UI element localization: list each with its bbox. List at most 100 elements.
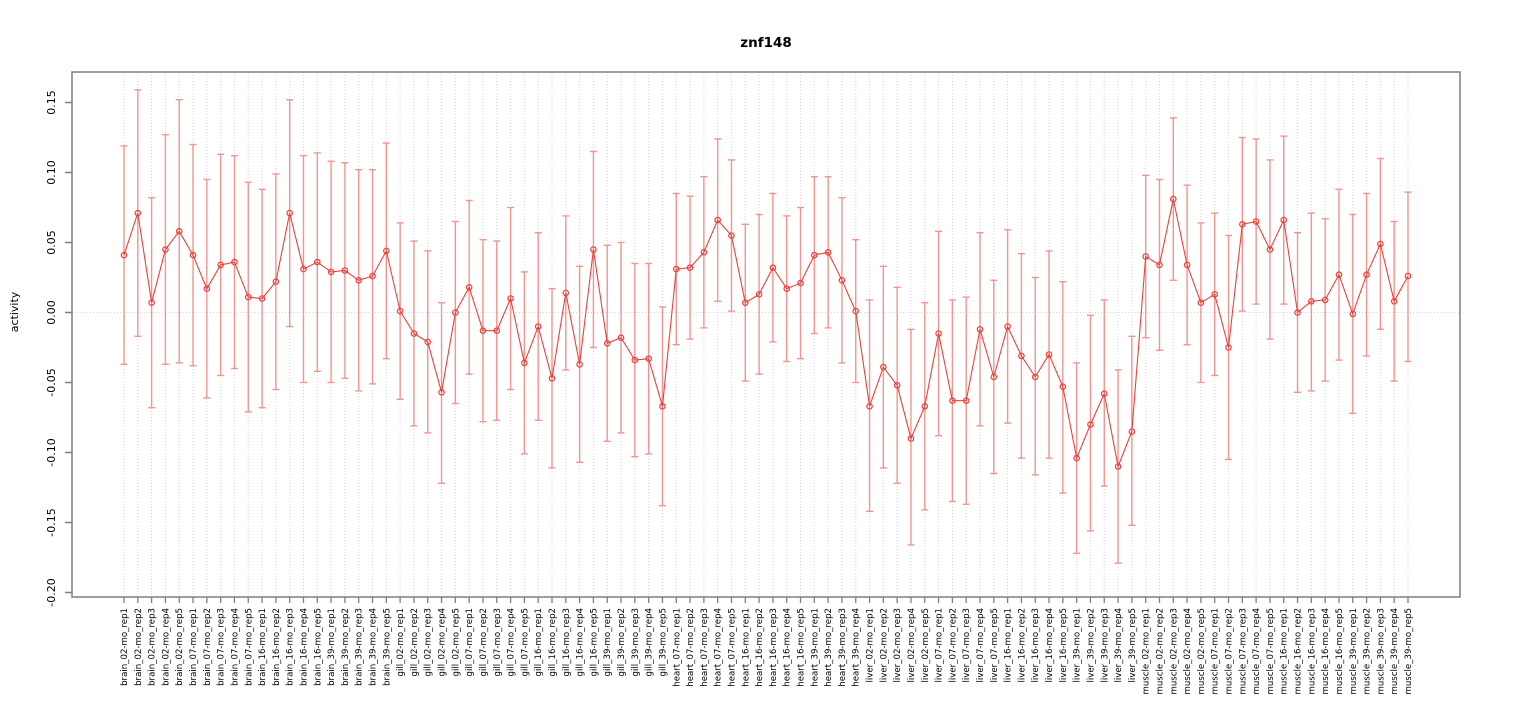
x-tick-label: gill_16-mo_rep5 bbox=[589, 608, 599, 676]
x-tick-label: brain_02-mo_rep5 bbox=[175, 608, 185, 686]
x-tick-label: heart_07-mo_rep3 bbox=[700, 608, 710, 687]
x-tick-label: brain_16-mo_rep3 bbox=[286, 608, 296, 686]
x-tick-label: brain_16-mo_rep5 bbox=[313, 608, 323, 686]
x-tick-label: gill_02-mo_rep1 bbox=[396, 608, 406, 676]
data-point-marker bbox=[645, 355, 652, 363]
x-tick-label: brain_16-mo_rep2 bbox=[272, 608, 282, 686]
data-point-marker bbox=[396, 307, 404, 315]
x-tick-label: gill_02-mo_rep2 bbox=[410, 608, 420, 676]
data-point-marker bbox=[341, 267, 349, 274]
data-point-marker bbox=[1225, 344, 1232, 351]
data-point-marker bbox=[590, 246, 597, 253]
y-tick-label: -0.20 bbox=[45, 578, 58, 606]
x-tick-label: brain_07-mo_rep5 bbox=[244, 608, 254, 686]
data-point-marker bbox=[217, 261, 224, 269]
data-point-marker bbox=[231, 258, 238, 266]
x-tick-label: gill_39-mo_rep5 bbox=[658, 608, 668, 676]
x-tick-label: heart_16-mo_rep4 bbox=[783, 608, 793, 687]
x-tick-label: gill_02-mo_rep4 bbox=[438, 608, 448, 676]
data-point-marker bbox=[949, 397, 956, 405]
x-tick-label: heart_07-mo_rep5 bbox=[727, 608, 737, 687]
x-tick-label: muscle_07-mo_rep5 bbox=[1266, 608, 1276, 695]
x-tick-label: liver_02-mo_rep3 bbox=[893, 608, 903, 683]
data-point-marker bbox=[921, 402, 929, 410]
x-tick-label: heart_39-mo_rep1 bbox=[810, 608, 820, 687]
data-point-marker bbox=[1156, 261, 1163, 269]
data-point-marker bbox=[741, 299, 749, 307]
x-tick-label: brain_39-mo_rep5 bbox=[382, 608, 392, 686]
x-tick-label: brain_02-mo_rep2 bbox=[134, 608, 144, 686]
plot-box bbox=[71, 71, 1461, 598]
x-tick-label: gill_02-mo_rep3 bbox=[424, 608, 434, 676]
x-tick-label: liver_16-mo_rep2 bbox=[1017, 608, 1027, 683]
x-tick-label: muscle_39-mo_rep1 bbox=[1349, 608, 1359, 695]
x-tick-label: liver_02-mo_rep2 bbox=[879, 608, 889, 683]
y-tick-label: -0.10 bbox=[45, 438, 58, 466]
data-point-marker bbox=[1031, 373, 1039, 381]
x-tick-label: brain_07-mo_rep2 bbox=[203, 608, 213, 686]
x-tick-label: liver_16-mo_rep3 bbox=[1031, 608, 1041, 683]
data-point-marker bbox=[631, 356, 639, 364]
x-tick-label: gill_07-mo_rep2 bbox=[479, 608, 489, 676]
data-point-marker bbox=[700, 249, 708, 256]
y-tick-label: 0.00 bbox=[45, 300, 58, 325]
series-line bbox=[123, 198, 1409, 469]
x-tick-label: liver_16-mo_rep1 bbox=[1004, 608, 1014, 683]
x-tick-label: muscle_02-mo_rep5 bbox=[1197, 608, 1207, 695]
x-tick-label: brain_07-mo_rep3 bbox=[217, 608, 227, 686]
x-tick-label: liver_02-mo_rep1 bbox=[866, 608, 876, 683]
data-point-marker bbox=[824, 249, 832, 256]
data-point-marker bbox=[672, 265, 680, 273]
data-point-marker bbox=[935, 330, 942, 337]
x-tick-label: liver_07-mo_rep2 bbox=[948, 608, 958, 683]
x-tick-label: brain_16-mo_rep1 bbox=[258, 608, 268, 686]
x-tick-label: brain_39-mo_rep3 bbox=[355, 608, 365, 686]
x-tick-label: gill_16-mo_rep4 bbox=[576, 608, 586, 676]
data-point-marker bbox=[286, 209, 293, 217]
data-point-marker bbox=[175, 228, 183, 235]
data-point-marker bbox=[1349, 310, 1357, 318]
x-tick-label: heart_07-mo_rep1 bbox=[672, 608, 682, 687]
y-tick-label: -0.05 bbox=[45, 368, 58, 396]
x-tick-label: muscle_02-mo_rep2 bbox=[1155, 608, 1165, 695]
chart-title: znf148 bbox=[740, 35, 792, 51]
data-point-marker bbox=[1142, 253, 1149, 260]
data-point-marker bbox=[1169, 195, 1177, 203]
data-point-marker bbox=[493, 327, 501, 335]
data-point-marker bbox=[369, 272, 376, 280]
grid-layer bbox=[72, 72, 1460, 597]
data-point-marker bbox=[1073, 454, 1080, 462]
data-point-marker bbox=[148, 299, 155, 307]
data-point-marker bbox=[1045, 351, 1053, 358]
data-point-marker bbox=[1266, 246, 1274, 253]
x-tick-label: liver_16-mo_rep4 bbox=[1045, 608, 1055, 683]
x-tick-label: gill_07-mo_rep1 bbox=[465, 608, 475, 676]
data-point-marker bbox=[1280, 216, 1288, 224]
axes-layer: 0.15 0.10 0.05 0.00 -0.05 -0.10 -0.15 -0.20 brai… bbox=[45, 71, 1461, 695]
data-point-marker bbox=[1252, 218, 1260, 225]
data-point-marker bbox=[1294, 309, 1301, 316]
data-point-marker bbox=[576, 360, 583, 368]
x-tick-label: muscle_16-mo_rep3 bbox=[1307, 608, 1317, 695]
x-tick-label: brain_39-mo_rep1 bbox=[327, 608, 337, 686]
x-tick-label: gill_39-mo_rep1 bbox=[603, 608, 613, 676]
x-tick-label: muscle_16-mo_rep5 bbox=[1335, 608, 1345, 695]
x-tick-label: heart_39-mo_rep3 bbox=[838, 608, 848, 687]
data-point-marker bbox=[852, 307, 860, 315]
x-tick-label: gill_16-mo_rep1 bbox=[534, 608, 544, 676]
data-point-marker bbox=[452, 309, 459, 316]
data-point-marker bbox=[1100, 390, 1108, 398]
data-point-marker bbox=[479, 327, 487, 335]
x-tick-label: heart_07-mo_rep2 bbox=[686, 608, 696, 687]
x-tick-label: liver_07-mo_rep3 bbox=[962, 608, 972, 683]
data-point-marker bbox=[120, 251, 128, 259]
data-point-marker bbox=[189, 251, 197, 259]
data-point-marker bbox=[465, 283, 473, 291]
y-tick-label: -0.15 bbox=[45, 508, 58, 536]
data-point-marker bbox=[866, 402, 873, 410]
data-point-marker bbox=[990, 373, 998, 381]
x-tick-label: heart_16-mo_rep5 bbox=[797, 608, 807, 687]
x-tick-label: liver_39-mo_rep4 bbox=[1114, 608, 1124, 683]
data-point-marker bbox=[1239, 221, 1246, 228]
